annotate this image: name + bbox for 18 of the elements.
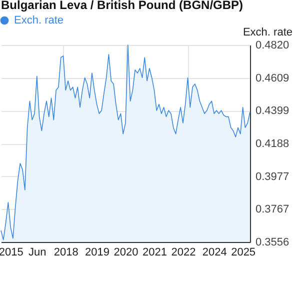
x-tick-label: 2022: [171, 246, 196, 258]
x-tick-label: 2018: [54, 246, 78, 258]
x-tick-label: 2025: [231, 246, 256, 258]
y-tick-label: 0.3977: [256, 170, 290, 183]
x-tick-label: 2020: [114, 246, 138, 258]
y-tick-label: 0.4399: [256, 105, 290, 118]
y-tick-label: 0.4820: [256, 40, 290, 52]
y-tick-label: 0.4188: [256, 138, 290, 150]
y-axis-title: Exch. rate: [242, 26, 292, 38]
x-tick-label: 2021: [142, 246, 167, 258]
x-tick-label: 2019: [85, 246, 110, 258]
chart-title: Bulgarian Leva / British Pound (BGN/GBP): [1, 0, 244, 12]
y-tick-label: 0.3556: [256, 236, 290, 248]
y-tick-label: 0.4609: [256, 72, 290, 84]
x-tick-label: Jun: [28, 246, 46, 258]
legend-label: Exch. rate: [14, 14, 64, 26]
y-tick-label: 0.3767: [256, 204, 290, 216]
x-tick-label: 2024: [202, 246, 227, 258]
